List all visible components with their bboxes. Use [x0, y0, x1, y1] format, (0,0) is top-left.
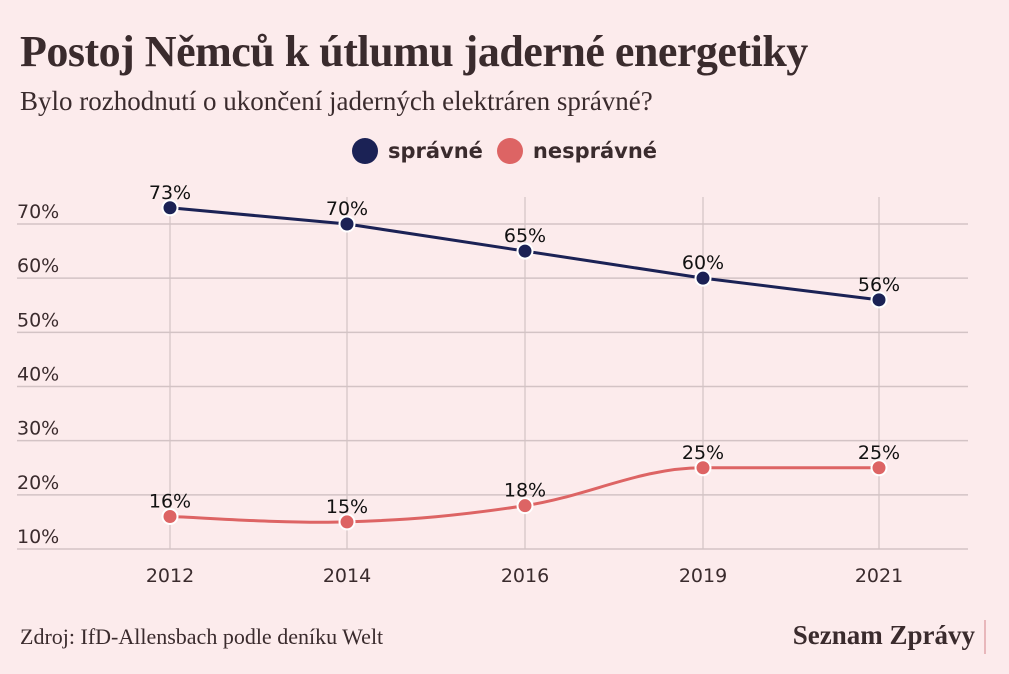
data-label: 60%	[682, 252, 724, 274]
legend-label-nespravne: nesprávné	[532, 139, 658, 163]
data-label: 56%	[858, 274, 900, 296]
data-point	[870, 459, 888, 477]
y-tick-label: 40%	[17, 364, 59, 386]
data-point	[161, 199, 179, 217]
data-point	[161, 508, 179, 525]
brand-logo: Seznam Zprávy	[792, 620, 975, 650]
x-tick-label: 2012	[146, 565, 194, 587]
legend-label-spravne: správné	[387, 139, 483, 163]
data-label: 16%	[149, 491, 191, 513]
source-note: Zdroj: IfD-Allensbach podle deníku Welt	[20, 624, 384, 649]
x-tick-label: 2021	[855, 565, 903, 587]
data-point	[694, 459, 712, 477]
x-tick-label: 2016	[501, 565, 549, 587]
y-tick-label: 30%	[17, 418, 59, 440]
data-point	[338, 215, 356, 233]
data-point	[870, 291, 888, 309]
legend-marker-spravne	[351, 138, 378, 164]
y-tick-label: 70%	[17, 201, 59, 223]
data-label: 15%	[326, 496, 368, 518]
data-label: 73%	[149, 182, 191, 204]
data-label: 18%	[504, 480, 546, 502]
chart-title: Postoj Němců k útlumu jaderné energetiky	[20, 27, 808, 76]
y-tick-label: 50%	[17, 309, 59, 331]
legend: správné nesprávné	[0, 138, 1009, 164]
chart-subtitle: Bylo rozhodnutí o ukončení jaderných ele…	[20, 86, 653, 116]
x-tick-label: 2019	[679, 565, 727, 587]
data-point	[694, 269, 712, 287]
x-tick-label: 2014	[323, 565, 371, 587]
y-tick-label: 20%	[17, 472, 59, 494]
data-point	[516, 497, 534, 515]
legend-item-spravne: správné	[351, 138, 483, 164]
y-tick-label: 10%	[17, 526, 59, 548]
brand-divider	[984, 620, 986, 654]
data-point	[516, 242, 534, 260]
data-label: 70%	[326, 198, 368, 220]
legend-item-nespravne: nesprávné	[496, 138, 658, 164]
data-label: 25%	[682, 442, 724, 464]
data-point	[338, 513, 356, 531]
data-label: 25%	[858, 442, 900, 464]
y-tick-label: 60%	[17, 255, 59, 277]
legend-marker-nespravne	[496, 138, 523, 164]
data-label: 65%	[504, 225, 546, 247]
